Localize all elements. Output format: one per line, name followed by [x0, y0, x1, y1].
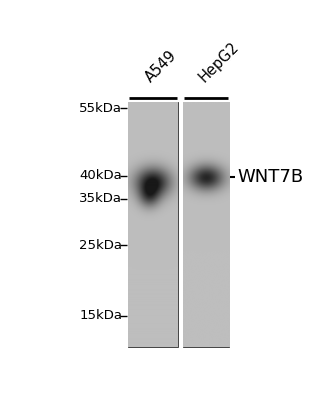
Text: 25kDa: 25kDa	[79, 239, 122, 252]
Text: 15kDa: 15kDa	[79, 310, 122, 322]
Text: WNT7B: WNT7B	[237, 168, 303, 186]
Text: A549: A549	[143, 48, 180, 85]
Bar	[128, 102, 178, 347]
Text: 55kDa: 55kDa	[79, 102, 122, 114]
Bar	[183, 102, 229, 347]
Text: 40kDa: 40kDa	[80, 169, 122, 182]
Text: HepG2: HepG2	[196, 39, 242, 85]
Text: 35kDa: 35kDa	[79, 192, 122, 206]
